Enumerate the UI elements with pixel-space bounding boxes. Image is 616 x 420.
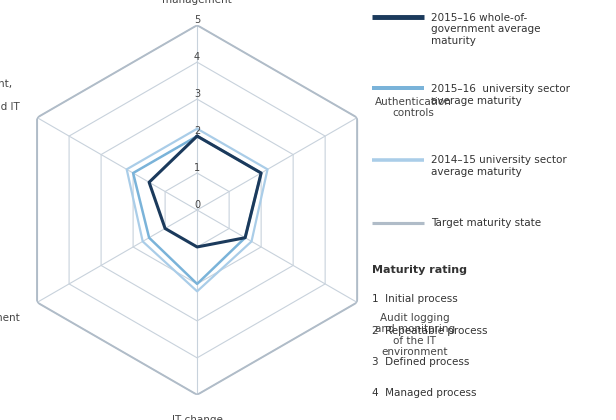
Text: 1  Initial process: 1 Initial process [372,294,458,304]
Text: 2015–16  university sector
average maturity: 2015–16 university sector average maturi… [431,84,570,105]
Text: 0: 0 [194,200,200,210]
Text: Audit logging
and monitoring
of the IT
environment: Audit logging and monitoring of the IT e… [375,312,455,357]
Text: 4  Managed process: 4 Managed process [372,388,477,399]
Text: 3: 3 [194,89,200,99]
Text: Patch
management: Patch management [0,302,20,323]
Text: 1: 1 [194,163,200,173]
Text: 2015–16 whole-of-
government average
maturity: 2015–16 whole-of- government average mat… [431,13,541,46]
Text: 3  Defined process: 3 Defined process [372,357,469,367]
Text: User access
management: User access management [162,0,232,5]
Text: Backup
management,
business
continuity and IT
disaster
recovery
planning: Backup management, business continuity a… [0,68,20,147]
Text: 5: 5 [194,15,200,25]
Text: Target maturity state: Target maturity state [431,218,541,228]
Text: 4: 4 [194,52,200,62]
Text: 2014–15 university sector
average maturity: 2014–15 university sector average maturi… [431,155,567,177]
Text: Authentication
controls: Authentication controls [375,97,452,118]
Text: IT change
management: IT change management [162,415,232,420]
Text: 2  Repeatable process: 2 Repeatable process [372,326,488,336]
Text: 2: 2 [194,126,200,136]
Text: Maturity rating: Maturity rating [372,265,467,275]
